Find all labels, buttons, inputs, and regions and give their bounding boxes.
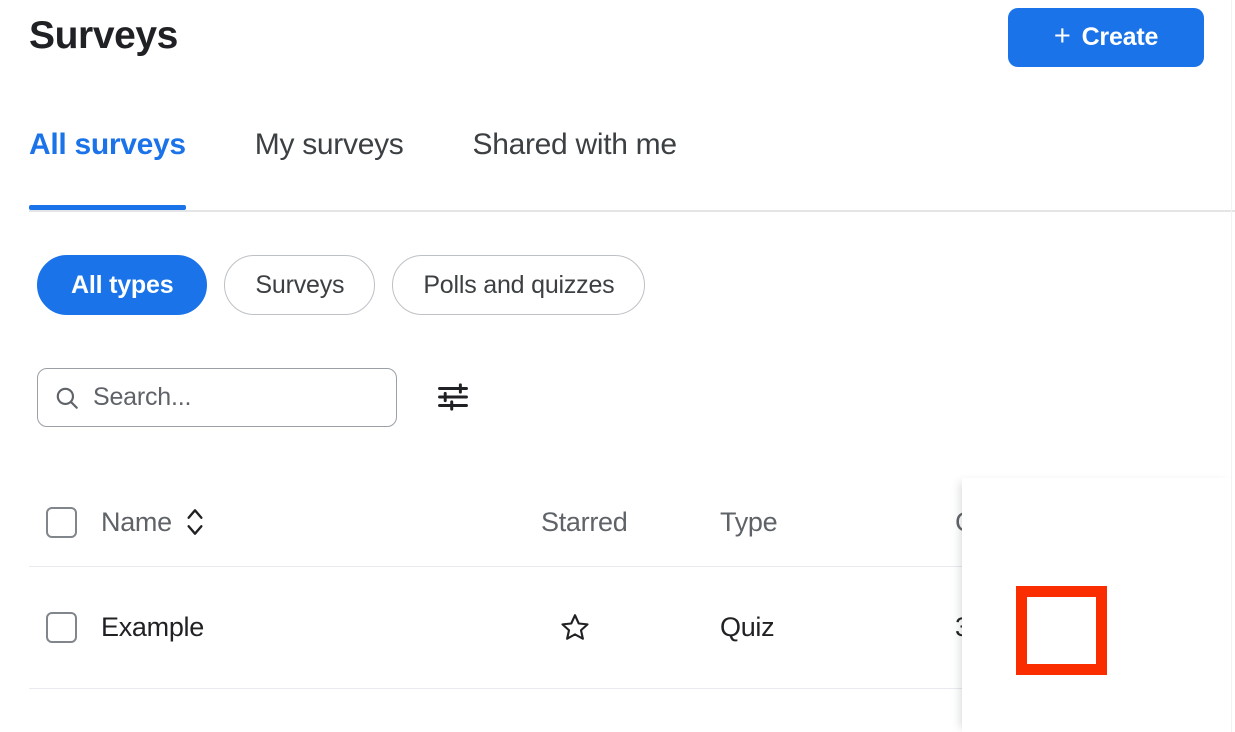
page-header: Surveys + Create <box>0 0 1235 92</box>
filter-pill-all-types-label: All types <box>71 270 174 299</box>
plus-icon: + <box>1053 20 1071 52</box>
search-icon <box>54 385 80 411</box>
filter-pill-all-types[interactable]: All types <box>37 255 208 315</box>
table-row-divider <box>29 688 1235 689</box>
column-header-name[interactable]: Name <box>101 505 206 539</box>
tab-my-surveys[interactable]: My surveys <box>255 122 404 210</box>
filter-pill-polls-and-quizzes[interactable]: Polls and quizzes <box>392 255 646 315</box>
tab-all-surveys-label: All surveys <box>29 128 186 161</box>
star-outline-icon[interactable] <box>560 612 590 642</box>
sort-chevrons-icon[interactable] <box>184 505 206 539</box>
filter-pill-polls-and-quizzes-label: Polls and quizzes <box>423 270 615 299</box>
search-input[interactable] <box>93 383 380 412</box>
table-header-row: Name Starred Type C <box>0 478 1235 566</box>
column-header-type[interactable]: Type <box>720 506 778 537</box>
column-header-name-label: Name <box>101 506 172 537</box>
create-button[interactable]: + Create <box>1008 8 1204 67</box>
type-filter-group: All types Surveys Polls and quizzes <box>37 255 646 315</box>
tune-sliders-icon <box>436 380 470 414</box>
cell-type: Quiz <box>720 611 775 642</box>
row-select-checkbox[interactable] <box>46 611 77 643</box>
filter-pill-surveys[interactable]: Surveys <box>224 255 376 315</box>
tab-bar: All surveys My surveys Shared with me <box>0 122 1235 214</box>
cell-starred[interactable] <box>560 612 590 642</box>
table-row[interactable]: Example Quiz 3 <box>0 566 1235 688</box>
column-header-starred[interactable]: Starred <box>541 506 628 537</box>
tab-all-surveys[interactable]: All surveys <box>29 122 186 210</box>
cell-name[interactable]: Example <box>101 612 204 643</box>
select-all-checkbox[interactable] <box>46 506 77 538</box>
tab-shared-with-me-label: Shared with me <box>472 128 677 161</box>
table-header-divider <box>29 566 1235 567</box>
filter-settings-button[interactable] <box>434 378 472 416</box>
page-title: Surveys <box>29 14 178 57</box>
tab-shared-with-me[interactable]: Shared with me <box>472 122 677 210</box>
sticky-action-column <box>962 478 1235 732</box>
create-button-label: Create <box>1081 23 1159 51</box>
filter-pill-surveys-label: Surveys <box>255 270 345 299</box>
tab-my-surveys-label: My surveys <box>254 128 404 161</box>
viewport-edge-line <box>1231 0 1232 732</box>
tab-bar-rule <box>29 210 1235 212</box>
cell-name-label: Example <box>101 611 204 642</box>
search-box[interactable] <box>37 368 397 427</box>
surveys-table: Name Starred Type C Example Quiz <box>0 478 1235 732</box>
